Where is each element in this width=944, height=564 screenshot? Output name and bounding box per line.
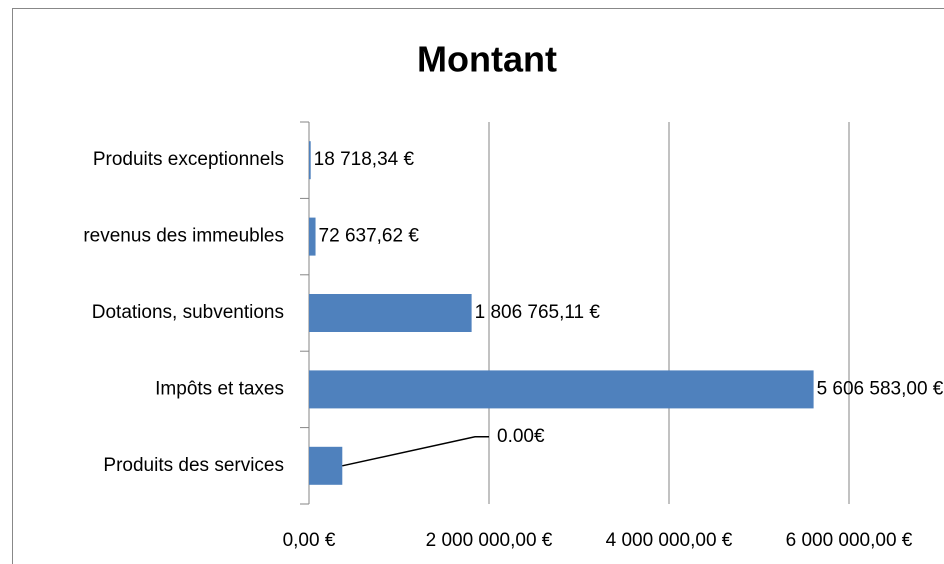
y-tick-label: Dotations, subventions bbox=[92, 302, 284, 323]
value-label: 72 637,62 € bbox=[319, 226, 420, 247]
y-tick-label: Produits des services bbox=[103, 455, 284, 476]
value-label: 5 606 583,00 € bbox=[817, 378, 944, 399]
bar bbox=[309, 370, 814, 409]
x-tick-label: 6 000 000,00 € bbox=[786, 530, 913, 551]
y-tick-label: revenus des immeubles bbox=[83, 226, 284, 247]
annotation: 0.00€ bbox=[497, 426, 545, 447]
bar bbox=[309, 217, 316, 256]
value-label: 18 718,34 € bbox=[314, 149, 415, 170]
chart-border bbox=[12, 8, 944, 564]
bar bbox=[309, 446, 343, 485]
y-tick-label: Produits exceptionnels bbox=[93, 149, 284, 170]
x-tick-label: 0,00 € bbox=[283, 530, 336, 551]
leader-line bbox=[342, 436, 489, 467]
y-tick-label: Impôts et taxes bbox=[155, 378, 284, 399]
value-label: 1 806 765,11 € bbox=[475, 302, 601, 323]
bar bbox=[309, 141, 311, 180]
x-tick-label: 2 000 000,00 € bbox=[426, 530, 553, 551]
x-tick-label: 4 000 000,00 € bbox=[606, 530, 733, 551]
chart-title: Montant bbox=[417, 39, 557, 80]
bar bbox=[309, 294, 472, 332]
